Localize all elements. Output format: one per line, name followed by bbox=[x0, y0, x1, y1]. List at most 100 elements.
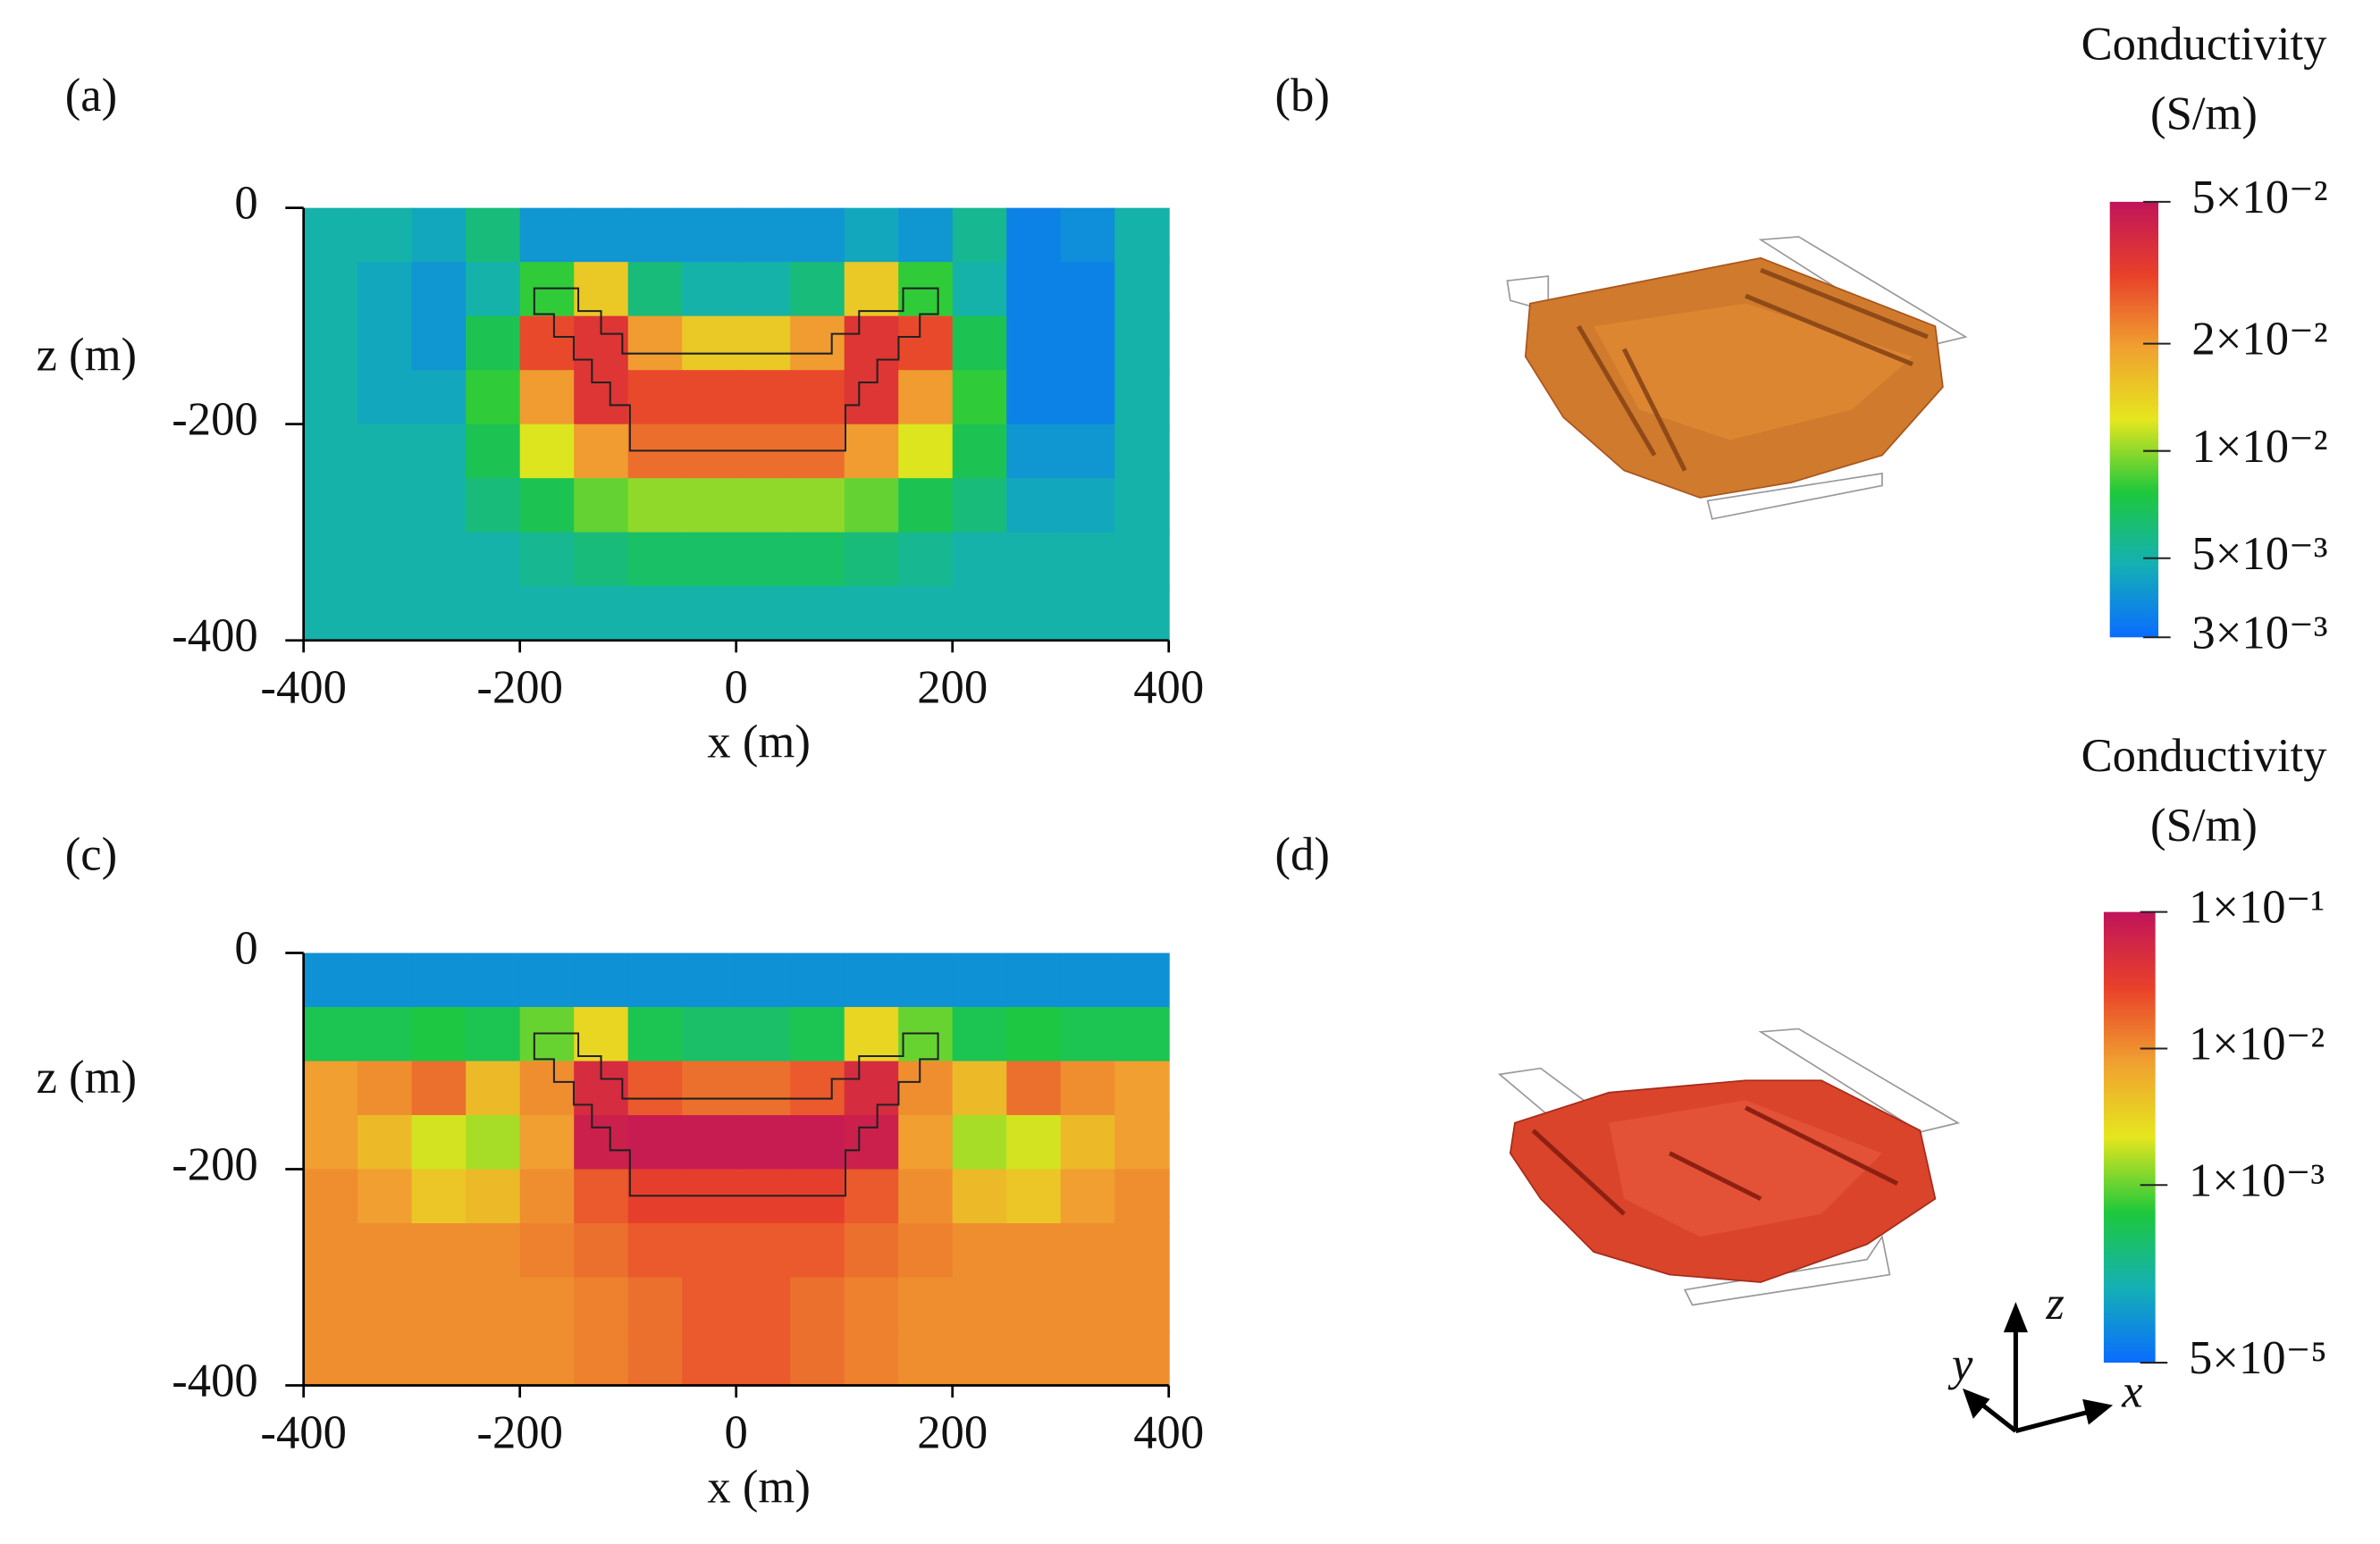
heatmap-cell bbox=[519, 532, 576, 588]
heatmap-cell bbox=[1114, 424, 1170, 480]
heatmap-cell bbox=[303, 424, 359, 480]
heatmap-cell bbox=[303, 1007, 359, 1062]
heatmap-cell bbox=[952, 370, 1008, 425]
heatmap-cell bbox=[519, 586, 576, 642]
heatmap-cell bbox=[1114, 1061, 1170, 1117]
heatmap-cell bbox=[357, 952, 413, 1009]
heatmap-cell bbox=[357, 1223, 413, 1279]
heatmap-cell bbox=[466, 1223, 521, 1279]
heatmap-cell bbox=[1006, 532, 1062, 588]
heatmap-cell bbox=[952, 424, 1008, 480]
heatmap-cell bbox=[682, 1223, 737, 1279]
heatmap-cell bbox=[790, 1169, 845, 1225]
colorbar-tick-label: 1×10⁻² bbox=[2189, 1019, 2325, 1070]
heatmap-cell bbox=[736, 1331, 792, 1387]
heatmap-cell bbox=[357, 262, 413, 317]
triad-label: z bbox=[2045, 1278, 2064, 1330]
heatmap-cell bbox=[736, 478, 792, 533]
heatmap-cell bbox=[519, 478, 576, 533]
heatmap-cell bbox=[466, 262, 521, 317]
heatmap-cell bbox=[844, 1115, 900, 1171]
heatmap-cell bbox=[519, 424, 576, 480]
heatmap-cell bbox=[574, 1277, 629, 1333]
heatmap-cell bbox=[790, 1061, 845, 1117]
heatmap-cell bbox=[790, 424, 845, 480]
heatmap-cell bbox=[1006, 315, 1062, 372]
heatmap-cell bbox=[790, 1007, 845, 1062]
heatmap-cell bbox=[519, 370, 576, 425]
heatmap-cell bbox=[411, 424, 467, 480]
heatmap-cell bbox=[466, 1115, 521, 1171]
heatmap-cell bbox=[1060, 1169, 1116, 1225]
heatmap-cell bbox=[736, 532, 792, 588]
heatmap-cell bbox=[357, 1169, 413, 1225]
heatmap-cell bbox=[627, 478, 684, 533]
heatmap-cell bbox=[844, 1007, 900, 1062]
heatmap-cell bbox=[627, 262, 684, 317]
heatmap-cell bbox=[1060, 424, 1116, 480]
heatmap-cell bbox=[682, 262, 737, 317]
x-axis-label: x (m) bbox=[707, 1461, 810, 1513]
heatmap-cell bbox=[519, 1331, 576, 1387]
panel-label: (a) bbox=[65, 70, 117, 122]
heatmap-cell bbox=[682, 532, 737, 588]
heatmap-cell bbox=[519, 952, 576, 1009]
heatmap-cell bbox=[1114, 532, 1170, 588]
heatmap-cell bbox=[790, 532, 845, 588]
heatmap-cell bbox=[790, 586, 845, 642]
colorbar-tick-label: 5×10⁻² bbox=[2191, 172, 2327, 223]
heatmap-cell bbox=[736, 315, 792, 372]
heatmap-cell bbox=[574, 1115, 629, 1171]
heatmap-cell bbox=[303, 1169, 359, 1225]
heatmap-cell bbox=[790, 1115, 845, 1171]
y-axis-label: z (m) bbox=[37, 330, 138, 382]
heatmap-cell bbox=[357, 1277, 413, 1333]
heatmap-cell bbox=[627, 1115, 684, 1171]
heatmap-cell bbox=[466, 532, 521, 588]
heatmap-cell bbox=[1060, 532, 1116, 588]
heatmap-cell bbox=[1114, 478, 1170, 533]
heatmap-cell bbox=[898, 1169, 954, 1225]
heatmap-cell bbox=[1006, 1007, 1062, 1062]
heatmap-cell bbox=[1114, 315, 1170, 372]
heatmap-cell bbox=[1114, 207, 1170, 264]
heatmap-cell bbox=[898, 1277, 954, 1333]
x-tick-label: 400 bbox=[1133, 661, 1204, 713]
heatmap-cell bbox=[411, 1115, 467, 1171]
heatmap-cell bbox=[1060, 952, 1116, 1009]
x-tick-label: 200 bbox=[917, 661, 988, 713]
heatmap-cell bbox=[303, 532, 359, 588]
heatmap-cell bbox=[790, 478, 845, 533]
heatmap-cell bbox=[627, 532, 684, 588]
heatmap-cell bbox=[952, 207, 1008, 264]
heatmap-cell bbox=[519, 1007, 576, 1062]
heatmap-cell bbox=[466, 370, 521, 425]
colorbar-title: Conductivity bbox=[2081, 730, 2328, 782]
heatmap-cell bbox=[898, 1061, 954, 1117]
heatmap-cell bbox=[898, 952, 954, 1009]
heatmap-cell bbox=[736, 1277, 792, 1333]
heatmap-cell bbox=[627, 207, 684, 264]
heatmap-cell bbox=[574, 1169, 629, 1225]
heatmap-cell bbox=[303, 1061, 359, 1117]
heatmap-cell bbox=[952, 315, 1008, 372]
heatmap-cell bbox=[952, 478, 1008, 533]
heatmap-cell bbox=[844, 1331, 900, 1387]
y-tick-label: -400 bbox=[172, 1355, 257, 1407]
heatmap-cell bbox=[952, 1115, 1008, 1171]
heatmap-cell bbox=[303, 315, 359, 372]
heatmap-cell bbox=[411, 262, 467, 317]
heatmap-cell bbox=[682, 1115, 737, 1171]
y-tick-label: -400 bbox=[172, 610, 257, 662]
heatmap-cell bbox=[574, 370, 629, 425]
heatmap-cell bbox=[357, 1061, 413, 1117]
heatmap-cell bbox=[1060, 1061, 1116, 1117]
heatmap-cell bbox=[844, 532, 900, 588]
heatmap-cell bbox=[682, 1061, 737, 1117]
heatmap-cell bbox=[898, 424, 954, 480]
heatmap-cell bbox=[952, 1277, 1008, 1333]
heatmap-cell bbox=[736, 262, 792, 317]
heatmap-cell bbox=[898, 370, 954, 425]
heatmap-cell bbox=[357, 1007, 413, 1062]
